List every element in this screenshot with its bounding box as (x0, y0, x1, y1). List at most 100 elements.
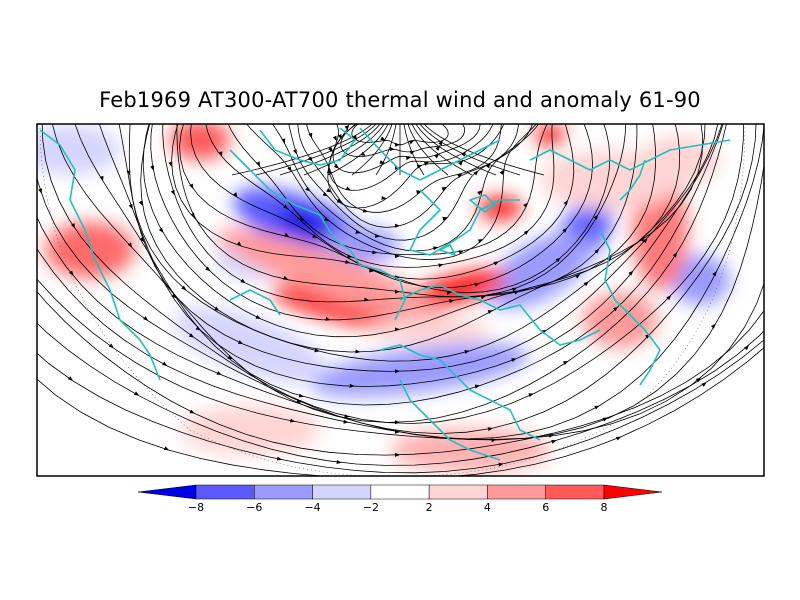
streamline-arrow (474, 384, 481, 389)
streamline (288, 124, 533, 241)
streamline (176, 124, 626, 298)
streamline (37, 278, 764, 440)
coastline-greenland (259, 127, 356, 166)
streamline-arrow (343, 419, 349, 424)
streamline-arrow (523, 202, 528, 208)
streamline (375, 124, 397, 176)
streamline-arrow (480, 295, 486, 300)
streamline-arrow (613, 306, 619, 312)
coastline-asia (599, 229, 661, 386)
streamline-arrow (355, 230, 361, 234)
streamline-arrow (593, 214, 599, 220)
streamline (98, 124, 723, 387)
streamline-arrow (672, 252, 678, 258)
anomaly-positive (535, 124, 565, 147)
coastline-japan (619, 159, 646, 201)
streamline (423, 124, 545, 176)
hemisphere-boundary (39, 124, 746, 476)
streamline-arrow (433, 246, 439, 251)
streamline-arrow (158, 227, 164, 233)
streamline (162, 124, 638, 303)
coastline-north-america (39, 129, 161, 381)
streamline-arrow (138, 200, 143, 206)
streamline-arrow (493, 261, 499, 266)
streamline-arrow (499, 169, 504, 175)
streamline-arrow (395, 452, 400, 457)
streamline-arrow (143, 316, 149, 321)
streamline (51, 124, 727, 423)
streamline-arrow (67, 376, 73, 381)
streamline-arrow (695, 377, 701, 383)
streamline-arrow (491, 438, 497, 443)
streamline-arrow (29, 237, 35, 243)
streamline-arrow (395, 223, 400, 228)
streamline-arrow (364, 297, 370, 302)
streamline-arrow (710, 323, 716, 329)
coastline-arctic (409, 189, 520, 256)
anomaly-positive (180, 405, 320, 455)
streamline-arrow (326, 188, 332, 193)
map-area (29, 124, 774, 476)
streamline (227, 124, 548, 256)
streamline (407, 124, 449, 176)
streamline (403, 124, 425, 176)
streamline-arrow (170, 189, 175, 196)
streamline-arrow (395, 142, 400, 147)
streamline (37, 124, 757, 435)
streamline-arrow (379, 160, 385, 164)
streamline-arrow (712, 271, 717, 277)
streamline-arrow (523, 230, 529, 235)
streamline-arrow (369, 268, 375, 273)
coastline-islands (469, 194, 496, 213)
thermal-wind-streamlines (29, 124, 774, 476)
streamline-arrow (563, 200, 568, 206)
streamline-arrow (292, 149, 297, 155)
colorbar: −8 −6 −4 −2 2 4 6 8 (137, 484, 663, 514)
streamline-arrow (308, 132, 313, 139)
streamline (327, 124, 389, 176)
streamline (190, 124, 575, 280)
streamline-arrow (372, 250, 378, 255)
streamline-arrow (336, 460, 342, 465)
streamline (411, 124, 473, 176)
colorbar-tick-label: 8 (601, 501, 608, 514)
streamline-arrow (438, 263, 444, 268)
streamline-arrow (442, 216, 448, 221)
streamline-arrow (181, 285, 187, 291)
streamline (419, 124, 521, 176)
streamline-arrow (389, 146, 395, 151)
anomaly-positive (170, 124, 230, 160)
streamline-arrow (768, 297, 774, 303)
streamline-arrow (562, 227, 568, 233)
streamline-arrow (349, 383, 355, 388)
anomaly-positive (216, 229, 444, 321)
streamline-arrow (441, 187, 447, 191)
streamline (140, 124, 704, 353)
colorbar-tick-label: 4 (484, 501, 491, 514)
streamline-arrow (395, 254, 400, 259)
streamline-arrow (395, 289, 400, 294)
streamline-arrow (375, 233, 381, 238)
streamline-arrow (487, 427, 493, 432)
streamline-arrow (70, 223, 75, 229)
streamline-arrow (380, 136, 386, 141)
streamline-arrow (227, 355, 233, 360)
streamline-arrow (666, 295, 672, 301)
streamline-arrow (498, 462, 504, 467)
streamline-arrow (362, 208, 369, 213)
streamline (303, 124, 385, 176)
streamline-arrow (744, 345, 749, 351)
streamline (205, 124, 555, 268)
streamline-arrow (477, 239, 484, 244)
streamline-arrow (189, 409, 195, 414)
streamline-arrow (324, 217, 330, 221)
anomaly-positive (640, 135, 720, 185)
streamline (37, 290, 764, 456)
streamline-arrow (511, 358, 517, 362)
colorbar-tick-label: −2 (363, 501, 379, 514)
streamline-arrow (133, 391, 140, 396)
streamline-arrow (602, 417, 608, 422)
colorbar-segment (545, 484, 605, 500)
streamline-arrow (256, 161, 260, 167)
